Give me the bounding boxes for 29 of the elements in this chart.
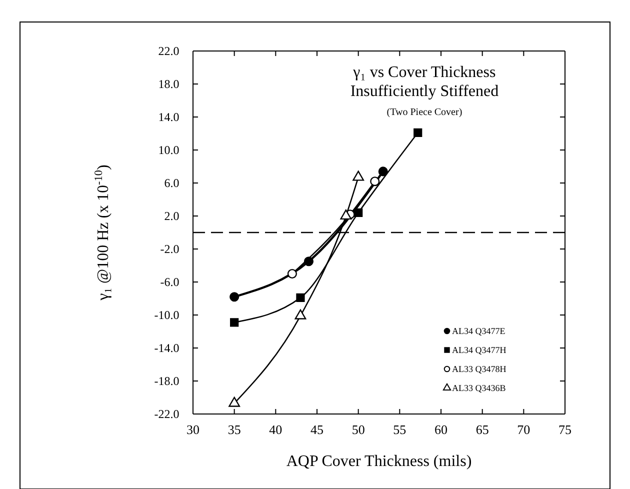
legend-label: AL34 Q3477H <box>452 345 507 355</box>
x-axis-title: AQP Cover Thickness (mils) <box>286 453 472 470</box>
y-tick-label: -18.0 <box>154 374 180 388</box>
x-tick-label: 55 <box>393 422 406 437</box>
text: γ₁ vs Cover Thickness Insufficiently Stiffened <box>350 64 499 100</box>
x-tick-label: 50 <box>352 422 365 437</box>
x-tick-label: 30 <box>186 422 200 437</box>
x-tick-label: 60 <box>434 422 448 437</box>
x-tick-label: 45 <box>310 422 324 437</box>
legend-label: AL33 Q3436B <box>452 383 506 393</box>
y-tick-label: 10.0 <box>158 142 180 157</box>
y-tick-label: -14.0 <box>154 340 180 355</box>
legend-label: AL33 Q3478H <box>452 364 507 374</box>
y-tick-label: -2.0 <box>160 242 180 256</box>
y-tick-label: 22.0 <box>158 44 180 58</box>
x-tick-label: 70 <box>517 422 530 437</box>
y-tick-label: -6.0 <box>160 274 180 289</box>
text: (Two Piece Cover) <box>386 107 462 118</box>
y-tick-label: 14.0 <box>158 110 180 124</box>
y-tick-label: 18.0 <box>158 76 180 91</box>
x-tick-label: 40 <box>269 422 282 437</box>
x-tick-label: 65 <box>476 422 489 437</box>
y-tick-label: 2.0 <box>164 208 180 223</box>
y-tick-label: -22.0 <box>154 406 180 421</box>
y-tick-label: 6.0 <box>164 176 180 190</box>
x-tick-label: 75 <box>558 422 572 437</box>
x-tick-label: 35 <box>228 422 241 437</box>
y-tick-label: -10.0 <box>154 308 180 322</box>
legend-label: AL34 Q3477E <box>452 326 506 336</box>
